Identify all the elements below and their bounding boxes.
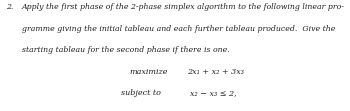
Text: x₁ + 3x₂ + 2x₃ ≥ 3,: x₁ + 3x₂ + 2x₃ ≥ 3,: [169, 109, 245, 111]
Text: gramme giving the initial tableau and each further tableau produced.  Give the: gramme giving the initial tableau and ea…: [22, 25, 335, 33]
Text: 2.: 2.: [6, 3, 14, 11]
Text: subject to: subject to: [121, 89, 161, 97]
Text: maximize: maximize: [130, 68, 168, 76]
Text: starting tableau for the second phase if there is one.: starting tableau for the second phase if…: [22, 46, 230, 54]
Text: x₂ − x₃ ≤ 2,: x₂ − x₃ ≤ 2,: [190, 89, 237, 97]
Text: Apply the first phase of the 2-phase simplex algorithm to the following linear p: Apply the first phase of the 2-phase sim…: [22, 3, 344, 11]
Text: 2x₁ + x₂ + 3x₃: 2x₁ + x₂ + 3x₃: [187, 68, 244, 76]
